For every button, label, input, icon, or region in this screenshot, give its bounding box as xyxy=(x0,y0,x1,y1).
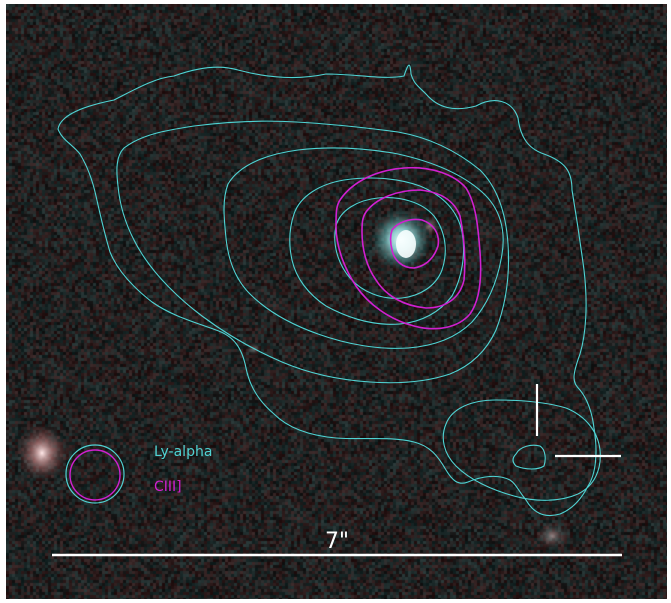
legend-ciii-label: CIII] xyxy=(154,479,182,495)
lya-contour-secondary-inner xyxy=(512,444,546,470)
ciii-contour-middle xyxy=(361,189,466,309)
lya-contour-4 xyxy=(289,177,465,325)
lya-contours xyxy=(57,64,601,517)
lower-right-source xyxy=(536,522,568,550)
position-marker xyxy=(535,384,621,458)
ciii-beam-circle xyxy=(69,449,121,501)
ciii-contour-inner xyxy=(389,218,440,269)
lya-contour-3 xyxy=(223,147,504,349)
astronomical-image-frame: Ly-alpha CIII] 7" xyxy=(6,4,667,599)
lya-contour-2 xyxy=(116,120,510,384)
lya-beam-circle xyxy=(65,444,125,504)
central-galaxy-core xyxy=(396,230,416,258)
lya-contour-5 xyxy=(334,197,446,299)
lya-contour-secondary-outer xyxy=(442,399,601,501)
ciii-contour-outer xyxy=(335,166,482,330)
legend-lya-label: Ly-alpha xyxy=(154,444,212,460)
contour-overlay: Ly-alpha CIII] 7" xyxy=(16,64,622,557)
lya-contour-outer xyxy=(57,64,597,517)
left-bright-source xyxy=(16,423,68,483)
scale-bar-label: 7" xyxy=(325,529,349,554)
ciii-contours xyxy=(335,166,482,330)
